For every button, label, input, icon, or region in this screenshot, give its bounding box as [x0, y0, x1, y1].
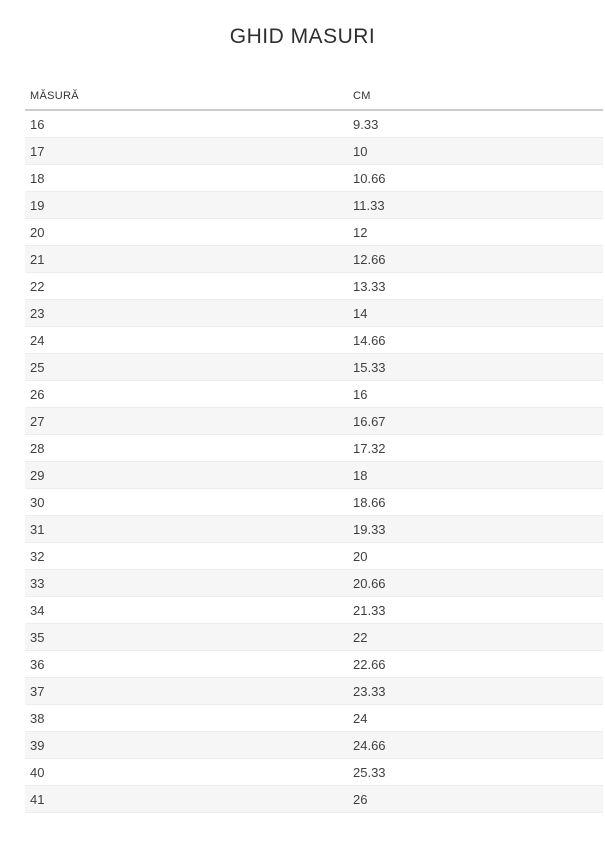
- size-cell: 33: [25, 569, 348, 597]
- column-header-cm: CM: [348, 90, 603, 111]
- cm-cell: 18.66: [348, 488, 603, 516]
- size-cell: 17: [25, 137, 348, 165]
- table-row: 25 15.33: [25, 353, 603, 381]
- cm-cell: 10: [348, 137, 603, 165]
- size-cell: 32: [25, 542, 348, 570]
- cm-cell: 26: [348, 785, 603, 813]
- size-cell: 40: [25, 758, 348, 786]
- size-cell: 35: [25, 623, 348, 651]
- table-row: 19 11.33: [25, 191, 603, 219]
- cm-cell: 22.66: [348, 650, 603, 678]
- cm-cell: 12.66: [348, 245, 603, 273]
- size-table-body: 16 9.33 17 10 18 10.66 19 11.33 20 12 21 12.66 22 13.…: [25, 110, 603, 813]
- size-cell: 24: [25, 326, 348, 354]
- table-row: 38 24: [25, 704, 603, 732]
- table-row: 41 26: [25, 785, 603, 813]
- size-cell: 39: [25, 731, 348, 759]
- cm-cell: 10.66: [348, 164, 603, 192]
- cm-cell: 16: [348, 380, 603, 408]
- cm-cell: 23.33: [348, 677, 603, 705]
- table-row: 33 20.66: [25, 569, 603, 597]
- table-row: 31 19.33: [25, 515, 603, 543]
- table-row: 35 22: [25, 623, 603, 651]
- table-row: 29 18: [25, 461, 603, 489]
- table-row: 17 10: [25, 137, 603, 165]
- cm-cell: 20.66: [348, 569, 603, 597]
- table-row: 37 23.33: [25, 677, 603, 705]
- cm-cell: 19.33: [348, 515, 603, 543]
- cm-cell: 14.66: [348, 326, 603, 354]
- table-row: 18 10.66: [25, 164, 603, 192]
- cm-cell: 24: [348, 704, 603, 732]
- cm-cell: 20: [348, 542, 603, 570]
- table-row: 22 13.33: [25, 272, 603, 300]
- size-cell: 31: [25, 515, 348, 543]
- size-cell: 25: [25, 353, 348, 381]
- cm-cell: 13.33: [348, 272, 603, 300]
- table-row: 36 22.66: [25, 650, 603, 678]
- table-row: 27 16.67: [25, 407, 603, 435]
- cm-cell: 18: [348, 461, 603, 489]
- size-cell: 22: [25, 272, 348, 300]
- size-guide-table: MĂSURĂ CM 16 9.33 17 10 18 10.66 19 11.33 20 12 21…: [25, 90, 603, 813]
- cm-cell: 17.32: [348, 434, 603, 462]
- table-row: 40 25.33: [25, 758, 603, 786]
- table-row: 20 12: [25, 218, 603, 246]
- cm-cell: 15.33: [348, 353, 603, 381]
- table-row: 16 9.33: [25, 110, 603, 138]
- table-row: 24 14.66: [25, 326, 603, 354]
- table-row: 28 17.32: [25, 434, 603, 462]
- size-guide-header: MĂSURĂ CM: [25, 90, 603, 111]
- cm-cell: 22: [348, 623, 603, 651]
- size-cell: 19: [25, 191, 348, 219]
- table-row: 34 21.33: [25, 596, 603, 624]
- header-row: MĂSURĂ CM: [25, 90, 603, 111]
- cm-cell: 24.66: [348, 731, 603, 759]
- size-cell: 41: [25, 785, 348, 813]
- cm-cell: 12: [348, 218, 603, 246]
- size-cell: 27: [25, 407, 348, 435]
- size-cell: 37: [25, 677, 348, 705]
- table-row: 30 18.66: [25, 488, 603, 516]
- size-cell: 26: [25, 380, 348, 408]
- cm-cell: 21.33: [348, 596, 603, 624]
- size-cell: 38: [25, 704, 348, 732]
- size-cell: 23: [25, 299, 348, 327]
- size-cell: 16: [30, 116, 45, 132]
- column-header-size: MĂSURĂ: [25, 90, 348, 111]
- size-cell: 20: [25, 218, 348, 246]
- page-title: GHID MASURI: [229, 25, 376, 48]
- size-cell: 29: [25, 461, 348, 489]
- size-cell: 36: [25, 650, 348, 678]
- cm-cell: 16.67: [348, 407, 603, 435]
- table-row: 26 16: [25, 380, 603, 408]
- table-row: 23 14: [25, 299, 603, 327]
- size-cell: 30: [25, 488, 348, 516]
- size-cell: 18: [25, 164, 348, 192]
- cm-cell: 9.33: [353, 116, 379, 132]
- table-row: 39 24.66: [25, 731, 603, 759]
- size-cell: 21: [25, 245, 348, 273]
- cm-cell: 11.33: [348, 191, 603, 219]
- table-row: 32 20: [25, 542, 603, 570]
- cm-cell: 25.33: [348, 758, 603, 786]
- size-cell: 28: [25, 434, 348, 462]
- cm-cell: 14: [348, 299, 603, 327]
- table-row: 21 12.66: [25, 245, 603, 273]
- size-cell: 34: [25, 596, 348, 624]
